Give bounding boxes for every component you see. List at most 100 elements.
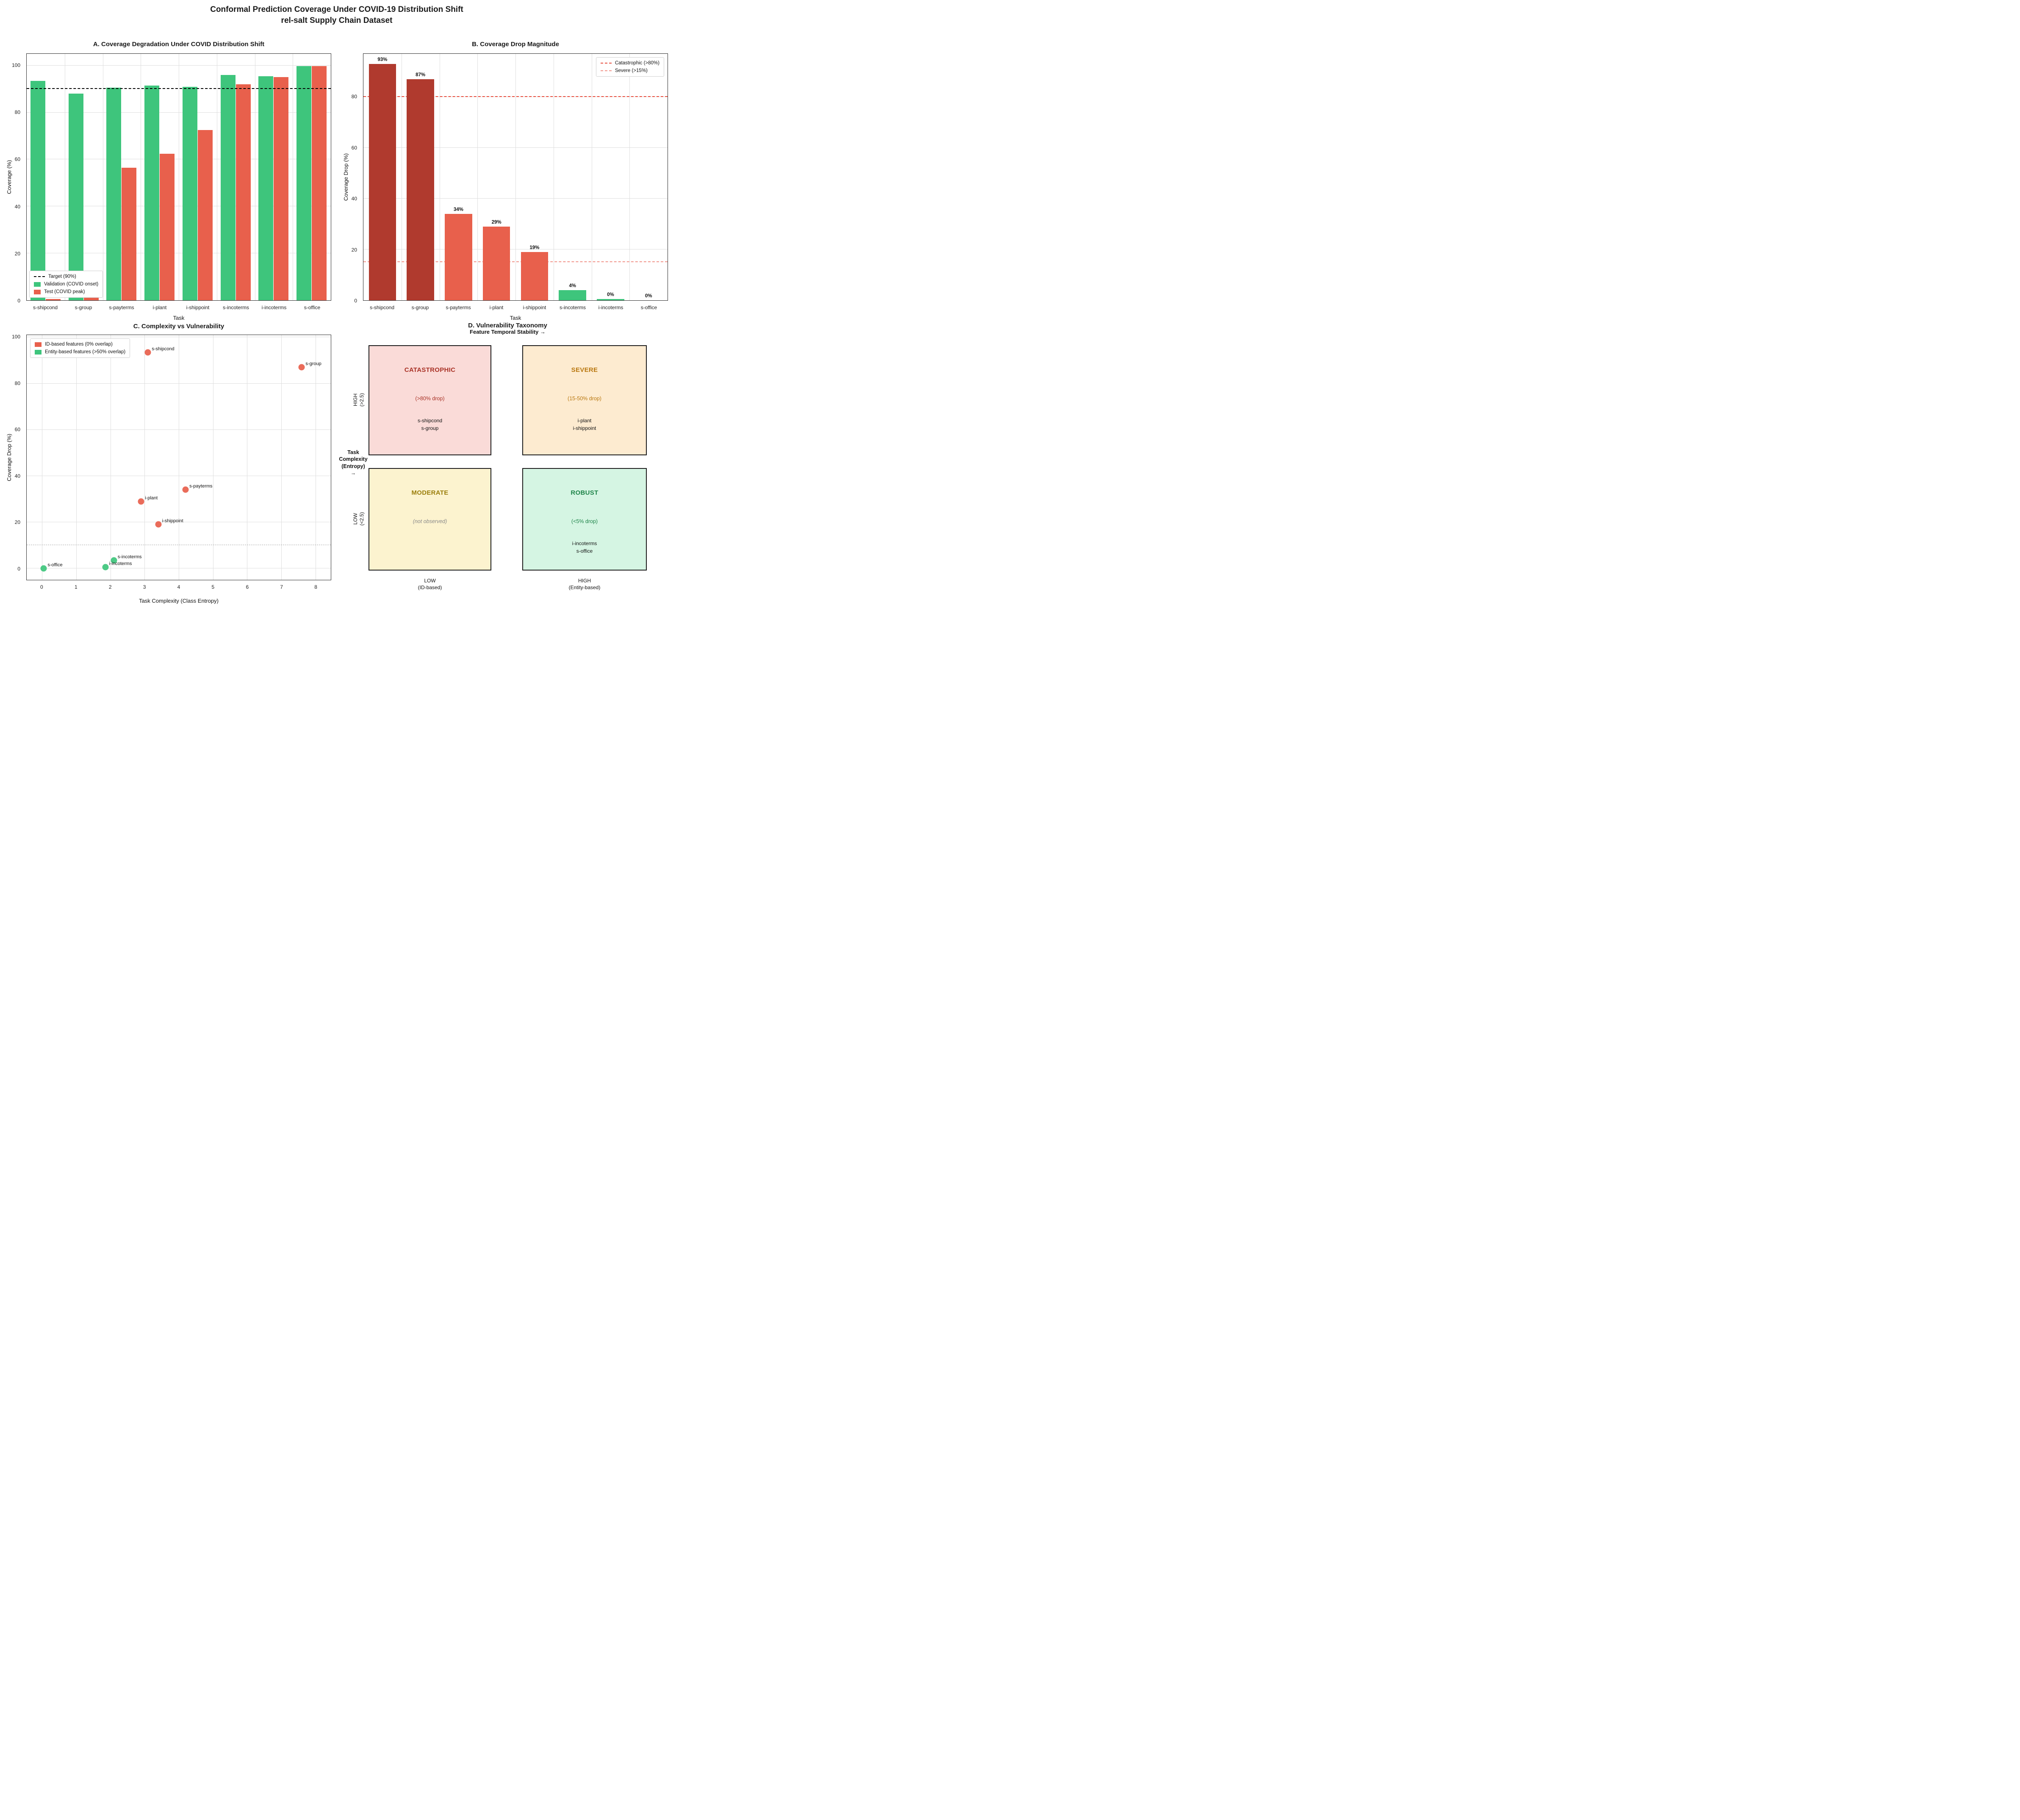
panel-a-x-axis-label: Task — [173, 315, 185, 321]
point-s-incoterms — [111, 557, 117, 564]
y-tick-label-0: 0 — [17, 298, 20, 304]
point-s-payterms — [182, 486, 189, 493]
y-tick-label-40: 40 — [14, 473, 20, 479]
panel-a-x-ticks: s-shipcond s-group s-payterms i-plant i-ship… — [26, 303, 331, 311]
legend-item-severe: Severe (>15%) — [600, 68, 659, 73]
x-tick-label-i-incoterms: i-incoterms — [261, 305, 287, 310]
point-i-shippoint — [155, 521, 162, 528]
gridline-x-1 — [76, 335, 77, 580]
bar-i-shippoint-validation — [182, 86, 197, 300]
gridline-x — [629, 54, 630, 300]
legend-label-id-based: ID-based features (0% overlap) — [45, 342, 113, 347]
point-s-office — [40, 565, 47, 572]
legend-item-entity-based: Entity-based features (>50% overlap) — [35, 349, 125, 355]
y-tick-label-20: 20 — [14, 519, 20, 526]
y-tick-label-60: 60 — [351, 144, 357, 151]
bar-i-shippoint-test — [197, 130, 213, 300]
legend-item-target: Target (90%) — [34, 274, 98, 279]
bar-s-incoterms — [559, 290, 586, 300]
y-tick-label-0: 0 — [354, 298, 357, 304]
bar-s-office-validation — [296, 66, 312, 300]
x-tick-label-s-group: s-group — [75, 305, 92, 310]
y-tick-label-60: 60 — [14, 156, 20, 163]
y-tick-label-20: 20 — [14, 250, 20, 257]
legend-label-severe: Severe (>15%) — [615, 68, 648, 73]
bar-value-label-s-incoterms: 4% — [569, 283, 576, 288]
panel-a-coverage-degradation: A. Coverage Degradation Under COVID Dist… — [0, 30, 337, 322]
panel-c-complexity-vulnerability: C. Complexity vs Vulnerability Coverage … — [0, 322, 337, 607]
x-tick-label-3: 3 — [143, 584, 146, 590]
gridline-x — [477, 54, 478, 300]
y-tick-label-80: 80 — [14, 380, 20, 386]
refline-catastrophic — [363, 96, 668, 97]
quadrant-catastrophic-items: s-shipcond s-group — [417, 418, 443, 431]
point-s-shipcond — [144, 349, 151, 356]
gridline-x-7 — [281, 335, 282, 580]
panel-d-vulnerability-taxonomy: D. Vulnerability Taxonomy Feature Tempor… — [337, 322, 673, 607]
quadrant-robust-items: i-incoterms s-office — [572, 540, 597, 554]
panels-grid: A. Coverage Degradation Under COVID Dist… — [0, 30, 673, 607]
bar-s-payterms-test — [122, 167, 137, 300]
row-label-low-complexity: LOW (<2.5) — [352, 512, 365, 526]
bar-s-group-test — [83, 298, 99, 300]
x-tick-label-8: 8 — [314, 584, 317, 590]
legend-label-target: Target (90%) — [48, 274, 76, 279]
panel-c-x-ticks: 0 1 2 3 4 5 6 7 8 — [26, 583, 331, 591]
y-tick-label-100: 100 — [11, 62, 20, 68]
validation-color-swatch — [34, 282, 41, 287]
bar-value-label-i-incoterms: 0% — [607, 292, 614, 297]
x-tick-label-1: 1 — [74, 584, 78, 590]
x-tick-label-7: 7 — [280, 584, 283, 590]
catastrophic-dashed-line-swatch — [600, 63, 612, 64]
bar-s-office-test — [312, 66, 327, 300]
figure-conformal-coverage: Conformal Prediction Coverage Under COVI… — [0, 0, 673, 607]
panel-c-y-ticks: 0 20 40 60 80 100 — [0, 334, 24, 580]
target-line — [27, 88, 331, 89]
figure-title-line1: Conformal Prediction Coverage Under COVI… — [210, 5, 463, 14]
bar-value-label-s-office: 0% — [645, 294, 652, 299]
y-tick-label-20: 20 — [351, 247, 357, 253]
legend-item-id-based: ID-based features (0% overlap) — [35, 342, 125, 347]
bar-s-incoterms-validation — [220, 75, 236, 300]
x-tick-label-s-shipcond: s-shipcond — [369, 305, 395, 310]
panel-d-y-axis-label: Task Complexity (Entropy) → — [339, 449, 368, 476]
bar-value-label-s-payterms: 34% — [453, 207, 463, 212]
quadrant-moderate-subtitle: (not observed) — [413, 518, 447, 524]
x-tick-label-0: 0 — [40, 584, 43, 590]
x-tick-label-i-plant: i-plant — [152, 305, 167, 310]
panel-a-title: A. Coverage Degradation Under COVID Dist… — [93, 41, 265, 48]
test-color-swatch — [34, 289, 41, 294]
x-tick-label-s-incoterms: s-incoterms — [559, 305, 586, 310]
target-dashed-line-swatch — [34, 276, 45, 277]
quadrant-severe-items: i-plant i-shippoint — [573, 418, 596, 431]
quadrant-severe: SEVERE (15-50% drop) i-plant i-shippoint — [522, 345, 647, 455]
x-tick-label-s-payterms: s-payterms — [109, 305, 134, 310]
y-tick-label-60: 60 — [14, 427, 20, 433]
point-i-incoterms — [102, 564, 109, 571]
quadrant-robust: ROBUST (<5% drop) i-incoterms s-office — [522, 468, 647, 571]
severe-dashed-line-swatch — [600, 70, 612, 71]
x-tick-label-s-office: s-office — [304, 305, 321, 310]
point-i-plant — [138, 498, 144, 505]
bar-value-label-i-plant: 29% — [491, 220, 502, 225]
panel-c-plot: ID-based features (0% overlap) Entity-ba… — [26, 335, 331, 580]
bar-s-group-validation — [68, 94, 83, 300]
bar-i-plant — [482, 227, 510, 300]
quadrant-catastrophic-subtitle: (>80% drop) — [415, 396, 445, 402]
quadrant-robust-subtitle: (<5% drop) — [571, 518, 598, 524]
bar-i-shippoint — [521, 252, 549, 300]
point-label-i-shippoint: i-shippoint — [162, 518, 183, 524]
id-based-color-swatch — [35, 342, 42, 347]
y-tick-label-0: 0 — [17, 565, 20, 572]
legend-item-test: Test (COVID peak) — [34, 289, 98, 294]
legend-label-test: Test (COVID peak) — [44, 289, 85, 294]
panel-b-x-axis-label: Task — [510, 315, 521, 321]
x-tick-label-s-incoterms: s-incoterms — [222, 305, 249, 310]
bar-s-group — [407, 79, 434, 300]
panel-c-legend: ID-based features (0% overlap) Entity-ba… — [30, 338, 130, 358]
legend-label-entity-based: Entity-based features (>50% overlap) — [45, 349, 126, 355]
panel-a-plot: Target (90%) Validation (COVID onset) Te… — [26, 53, 331, 301]
x-tick-label-6: 6 — [246, 584, 249, 590]
panel-b-plot: Catastrophic (>80%) Severe (>15%) 93% 87%… — [363, 53, 668, 301]
x-tick-label-i-incoterms: i-incoterms — [598, 305, 623, 310]
